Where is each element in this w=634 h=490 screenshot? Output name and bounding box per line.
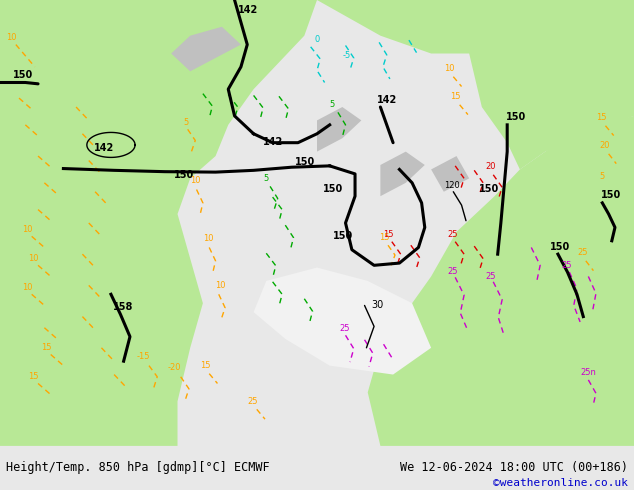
- Text: 20: 20: [485, 163, 496, 172]
- Text: 5: 5: [184, 118, 189, 127]
- Text: 158: 158: [113, 302, 133, 312]
- Text: 5: 5: [599, 172, 604, 181]
- Text: 142: 142: [263, 137, 283, 147]
- Text: 10: 10: [216, 281, 226, 290]
- Polygon shape: [254, 268, 431, 374]
- Text: -5: -5: [342, 51, 351, 60]
- Text: 120: 120: [444, 181, 460, 190]
- Text: 10: 10: [6, 33, 17, 42]
- Polygon shape: [380, 151, 425, 196]
- Text: 15: 15: [29, 372, 39, 381]
- Polygon shape: [0, 0, 317, 446]
- Polygon shape: [469, 0, 634, 170]
- Text: 150: 150: [323, 184, 344, 194]
- Text: 150: 150: [333, 231, 353, 241]
- Text: 142: 142: [238, 5, 258, 15]
- Text: 25: 25: [562, 262, 573, 270]
- Text: 5: 5: [263, 173, 268, 183]
- Polygon shape: [368, 116, 634, 446]
- Text: 150: 150: [295, 157, 315, 167]
- Text: -15: -15: [136, 352, 150, 361]
- Text: 150: 150: [174, 171, 195, 180]
- Text: 25: 25: [577, 248, 588, 257]
- Text: 15: 15: [384, 230, 394, 239]
- Text: 15: 15: [41, 343, 52, 352]
- Text: 15: 15: [200, 361, 210, 370]
- Text: 25n: 25n: [581, 368, 597, 377]
- Text: 15: 15: [379, 233, 390, 242]
- Text: 20: 20: [600, 141, 611, 150]
- Text: 150: 150: [601, 191, 621, 200]
- Text: 150: 150: [506, 112, 526, 122]
- Text: 25: 25: [447, 230, 458, 239]
- Text: 15: 15: [450, 92, 461, 101]
- Text: 10: 10: [203, 234, 214, 243]
- Text: Height/Temp. 850 hPa [gdmp][°C] ECMWF: Height/Temp. 850 hPa [gdmp][°C] ECMWF: [6, 462, 270, 474]
- Text: 25: 25: [339, 324, 350, 333]
- Text: ©weatheronline.co.uk: ©weatheronline.co.uk: [493, 478, 628, 488]
- Polygon shape: [317, 0, 634, 53]
- Text: -20: -20: [168, 363, 181, 372]
- Text: 150: 150: [550, 242, 571, 252]
- Text: 142: 142: [377, 95, 398, 104]
- Text: 25: 25: [448, 267, 458, 276]
- Text: We 12-06-2024 18:00 UTC (00+186): We 12-06-2024 18:00 UTC (00+186): [399, 462, 628, 474]
- Text: 10: 10: [444, 64, 455, 74]
- Polygon shape: [431, 156, 469, 192]
- Text: 142: 142: [94, 143, 114, 153]
- Text: 30: 30: [371, 300, 383, 310]
- Text: 10: 10: [29, 254, 39, 263]
- Text: 25: 25: [247, 396, 258, 406]
- Text: 150: 150: [13, 70, 33, 80]
- Text: 5: 5: [330, 100, 335, 109]
- Text: 10: 10: [190, 176, 201, 185]
- Polygon shape: [317, 107, 361, 151]
- Text: 0: 0: [314, 35, 320, 45]
- Polygon shape: [171, 27, 241, 72]
- Text: 10: 10: [22, 225, 33, 234]
- Text: 15: 15: [596, 113, 607, 122]
- Text: 25: 25: [486, 271, 496, 281]
- Text: 10: 10: [22, 283, 33, 292]
- Text: 150: 150: [479, 184, 499, 194]
